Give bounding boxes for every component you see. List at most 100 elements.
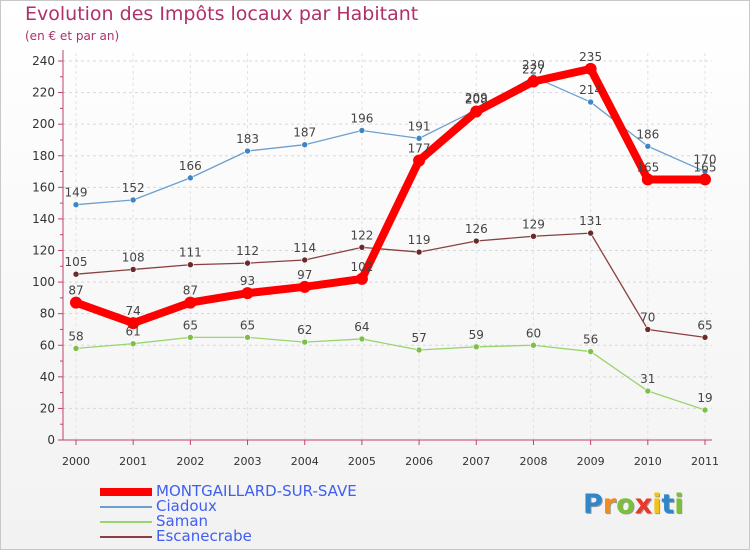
data-label: 93 [240, 274, 255, 288]
data-label: 191 [408, 119, 431, 133]
logo-letter: i [652, 489, 662, 520]
data-label: 131 [579, 214, 602, 228]
data-label: 227 [522, 63, 545, 77]
y-tick-label: 60 [40, 338, 55, 352]
data-label: 165 [636, 160, 659, 174]
chart-title: Evolution des Impôts locaux par Habitant [25, 3, 419, 25]
data-label: 187 [293, 126, 316, 140]
legend-item-ciadoux[interactable]: Ciadoux [100, 499, 357, 514]
data-point [644, 326, 652, 333]
data-point [472, 343, 480, 351]
logo-letter: r [602, 489, 617, 520]
data-label: 214 [579, 83, 602, 97]
data-label: 58 [68, 329, 83, 343]
data-point [358, 244, 366, 251]
data-label: 56 [583, 333, 598, 347]
x-tick-label: 2001 [119, 455, 147, 468]
x-tick-label: 2007 [462, 455, 490, 468]
data-label: 105 [65, 255, 88, 269]
data-point [415, 135, 423, 142]
data-label: 87 [183, 284, 198, 298]
x-tick-label: 2002 [176, 455, 204, 468]
legend-item-escanecrabe[interactable]: Escanecrabe [100, 529, 357, 544]
x-tick-label: 2000 [62, 455, 90, 468]
logo-letter: t [661, 489, 675, 520]
y-tick-label: 100 [32, 275, 55, 289]
series-line-ciadoux [75, 76, 706, 206]
data-label: 62 [297, 323, 312, 337]
data-label: 129 [522, 217, 545, 231]
data-point [584, 62, 597, 75]
data-point [415, 346, 423, 354]
data-label: 70 [640, 310, 655, 324]
data-label: 57 [411, 331, 426, 345]
data-label: 31 [640, 372, 655, 386]
legend-swatch-montgaillard [100, 487, 152, 496]
data-label: 196 [350, 111, 373, 125]
legend: MONTGAILLARD-SUR-SAVE Ciadoux Saman Esca… [100, 484, 357, 544]
data-label: 64 [354, 320, 369, 334]
data-point [129, 266, 137, 273]
data-label: 166 [179, 159, 202, 173]
data-point [301, 256, 309, 264]
data-label: 59 [469, 328, 484, 342]
legend-label-saman: Saman [156, 512, 209, 530]
logo-letter: o [616, 489, 635, 520]
logo-letter: x [634, 489, 653, 520]
data-label: 65 [240, 318, 255, 332]
x-tick-label: 2005 [348, 455, 376, 468]
y-tick-label: 160 [32, 180, 55, 194]
y-tick-label: 120 [32, 244, 55, 258]
data-label: 230 [522, 58, 545, 72]
data-point [641, 173, 654, 186]
data-label: 60 [526, 326, 541, 340]
data-point [355, 272, 368, 285]
y-tick-label: 180 [32, 149, 55, 163]
x-tick-label: 2008 [519, 455, 547, 468]
proxiti-logo: Proxiti [583, 489, 684, 520]
legend-item-saman[interactable]: Saman [100, 514, 357, 529]
data-label: 65 [183, 318, 198, 332]
legend-swatch-saman [100, 520, 152, 523]
data-label: 177 [408, 141, 431, 155]
data-point [701, 406, 709, 414]
data-label: 152 [122, 181, 145, 195]
data-label: 126 [465, 222, 488, 236]
data-label: 183 [236, 132, 259, 146]
legend-item-montgaillard[interactable]: MONTGAILLARD-SUR-SAVE [100, 484, 357, 499]
data-point [413, 154, 426, 167]
legend-label-escanecrabe: Escanecrabe [156, 527, 252, 545]
data-label: 122 [350, 228, 373, 242]
data-point [527, 75, 540, 88]
data-point [241, 287, 254, 300]
x-tick-label: 2011 [691, 455, 719, 468]
data-point [358, 335, 366, 343]
y-tick-label: 40 [40, 370, 55, 384]
x-tick-label: 2004 [291, 455, 319, 468]
data-label: 119 [408, 233, 431, 247]
series-line-escanecrabe [75, 232, 706, 339]
data-point [129, 196, 137, 204]
data-label: 74 [126, 304, 141, 318]
y-tick-label: 240 [32, 54, 55, 68]
y-tick-label: 140 [32, 212, 55, 226]
data-point [244, 147, 251, 155]
data-point [184, 296, 197, 309]
data-point [701, 334, 709, 341]
data-label: 102 [350, 260, 373, 274]
data-label: 97 [297, 268, 312, 282]
data-point [129, 340, 137, 347]
data-label: 65 [697, 318, 712, 332]
y-tick-label: 220 [32, 86, 55, 100]
data-point [699, 173, 711, 186]
data-point [127, 317, 140, 330]
data-label: 112 [236, 244, 259, 258]
data-point [472, 237, 480, 245]
data-point [72, 270, 80, 278]
data-point [301, 141, 309, 148]
data-label: 235 [579, 50, 602, 64]
data-label: 114 [293, 241, 316, 255]
data-point [187, 261, 194, 269]
data-label: 186 [636, 127, 659, 141]
